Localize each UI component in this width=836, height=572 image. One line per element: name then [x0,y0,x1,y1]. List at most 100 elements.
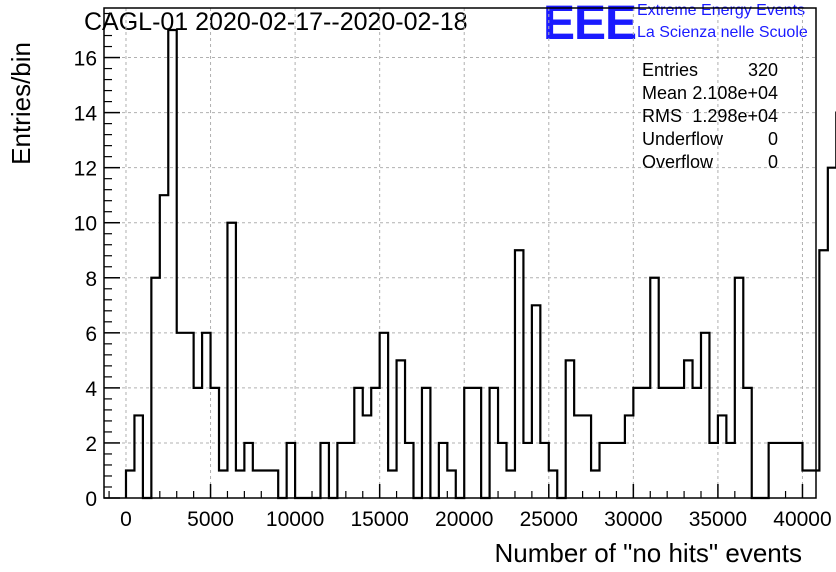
logo-caption-line1: Extreme Energy Events [637,2,806,19]
stats-rms-value: 1.298e+04 [692,106,778,126]
histogram-bin [659,388,667,498]
x-axis-ticks: 0 5000 10000 15000 20000 25000 30000 35000 40000 [108,484,832,531]
histogram-bin [346,443,354,498]
y-axis-ticks: 0 2 4 6 8 10 12 14 16 [74,12,120,511]
histogram-bin [786,443,794,498]
stats-mean-label: Mean [642,83,687,103]
histogram-bin [422,388,430,498]
histogram-bin [515,250,523,498]
x-axis-label: Number of "no hits" events [495,538,803,568]
histogram-bin [202,333,210,498]
histogram-bin [532,305,540,498]
histogram-bin [693,388,701,498]
statistics-box: Entries 320 Mean 2.108e+04 RMS 1.298e+04… [642,60,778,172]
histogram-bin [777,443,785,498]
x-tick-label: 20000 [435,508,493,531]
y-tick-label: 0 [85,488,97,511]
logo-caption-line2: La Scienza nelle Scuole [637,24,808,41]
histogram-bin [219,470,227,498]
y-tick-label: 4 [85,378,97,401]
histogram-bin [473,388,481,498]
stats-entries-value: 320 [748,60,778,80]
stats-overflow-value: 0 [768,152,778,172]
stats-overflow-label: Overflow [642,152,714,172]
histogram-bin [684,360,692,498]
x-tick-label: 10000 [266,508,324,531]
x-tick-label: 5000 [187,508,234,531]
histogram-bin [320,443,328,498]
stats-mean-value: 2.108e+04 [692,83,778,103]
histogram-bin [523,443,531,498]
histogram-bin [244,443,252,498]
histogram-bin [287,443,295,498]
x-tick-label: 0 [120,508,132,531]
histogram-step-line [124,28,836,500]
histogram-bin [802,470,810,498]
histogram-bin [185,333,193,498]
histogram-bin [151,278,159,498]
histogram-bin [380,333,388,498]
histogram-bin [642,388,650,498]
histogram-bin [616,443,624,498]
y-axis-label: Entries/bin [6,42,36,165]
histogram-bin [633,388,641,498]
histogram-bin [583,415,591,498]
histogram-bin [464,388,472,498]
histogram-bin [828,168,836,498]
histogram-bin [253,470,261,498]
grid-lines [104,8,816,498]
histogram-bin [498,443,506,498]
y-tick-label: 8 [85,268,97,291]
histogram-bin [735,278,743,498]
histogram-bin [709,443,717,498]
histogram-bin [743,388,751,498]
histogram-bin [811,470,819,498]
histogram-bin [177,333,185,498]
histogram-bin [134,415,142,498]
histogram-bin [354,388,362,498]
x-tick-label: 25000 [520,508,578,531]
y-tick-label: 16 [74,48,97,71]
histogram-bin [447,470,455,498]
histogram-bin [600,443,608,498]
y-tick-label: 6 [85,323,97,346]
y-tick-label: 12 [74,158,97,181]
histogram-bin [507,470,515,498]
stats-underflow-value: 0 [768,129,778,149]
histogram-bin [650,278,658,498]
y-tick-label: 14 [74,103,98,126]
histogram-bin [490,388,498,498]
histogram-bin [794,443,802,498]
histogram-bin [227,223,235,498]
histogram-bin [718,415,726,498]
histogram-bin [388,470,396,498]
x-tick-label: 15000 [350,508,408,531]
x-tick-label: 40000 [773,508,831,531]
histogram-bin [194,388,202,498]
y-tick-label: 2 [85,433,97,456]
histogram-bin [397,360,405,498]
histogram-bin [726,443,734,498]
histogram-bin [608,443,616,498]
histogram-bin [566,360,574,498]
histogram-bin [819,250,827,498]
histogram-bin [439,443,447,498]
histogram-bin [337,443,345,498]
histogram-bin [549,470,557,498]
histogram-bin [261,470,269,498]
histogram-bin [405,443,413,498]
histogram-bin [168,30,176,498]
stats-entries-label: Entries [642,60,698,80]
x-tick-label: 30000 [604,508,662,531]
histogram-bin [676,388,684,498]
histogram-bin [574,415,582,498]
histogram-bin [540,443,548,498]
stats-rms-label: RMS [642,106,682,126]
histogram-bin [160,195,168,498]
histogram-bin [371,388,379,498]
x-tick-label: 35000 [689,508,747,531]
y-tick-label: 10 [74,213,97,236]
histogram-bin [769,443,777,498]
histogram-bin [625,415,633,498]
